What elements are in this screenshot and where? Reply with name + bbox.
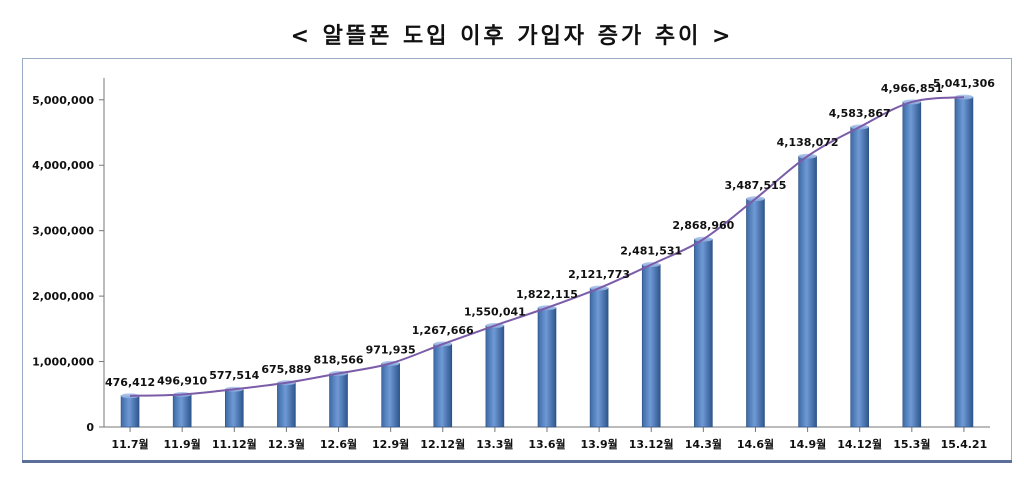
x-tick-label: 13.3월 [476,437,513,451]
data-label: 476,412 [105,376,155,389]
x-tick-label: 11.12월 [212,437,257,451]
bar [172,394,192,428]
data-label: 4,138,072 [777,136,839,149]
data-label: 5,041,306 [933,77,995,90]
data-label: 4,583,867 [829,107,891,120]
chart-frame-shadow [22,460,1012,463]
data-label: 496,910 [157,374,207,387]
bar [850,126,870,428]
x-tick-label: 12.9월 [372,437,409,451]
y-tick-label: 2,000,000 [32,290,94,303]
bar [694,238,713,428]
data-label: 3,487,515 [725,179,787,192]
bar [277,382,296,428]
data-label: 2,121,773 [568,268,630,281]
bar [589,287,609,428]
data-label: 1,550,041 [464,306,526,319]
data-label: 2,481,531 [620,245,682,258]
x-tick-label: 14.9월 [789,437,826,451]
bar [641,264,661,428]
x-tick-label: 13.6월 [528,437,565,451]
data-label: 971,935 [366,343,416,356]
x-tick-label: 15.4.21 [941,438,988,451]
bar [381,363,400,428]
trend-line [130,96,965,397]
data-labels-group: 476,412 496,910 577,514 675,889818,566971,9… [105,77,995,389]
axes: 0 1,000,000 2,000,000 3,000,000 4,000,000 5,0… [32,78,990,451]
x-tick-label: 13.9월 [580,437,617,451]
x-tick-label: 12.12월 [420,437,465,451]
x-tick-label: 13.12월 [629,437,674,451]
x-tick-label: 14.6월 [737,437,774,451]
trend-line-group [130,96,965,397]
bar [329,373,348,428]
bar [485,325,505,428]
data-label: 818,566 [313,353,363,366]
x-tick-label: 12.3월 [268,437,305,451]
x-tick-label: 11.7월 [111,437,148,451]
bar [120,395,140,428]
bar [537,307,557,428]
bar [433,343,453,428]
x-tick-label: 12.6월 [320,437,357,451]
y-tick-label: 4,000,000 [32,159,94,172]
y-tick-label: 5,000,000 [32,94,94,107]
data-label: 1,822,115 [516,288,578,301]
bars-group [120,94,974,428]
x-tick-label: 14.3월 [685,437,722,451]
bar [224,388,244,428]
data-label: 577,514 [209,369,259,382]
bar [798,155,817,428]
x-tick-label: 11.9월 [164,437,201,451]
bar [746,198,765,428]
y-tick-label: 1,000,000 [32,356,94,369]
x-tick-label: 14.12월 [837,437,882,451]
bar [954,96,974,428]
y-tick-label: 0 [86,421,94,434]
data-label: 2,868,960 [672,219,734,232]
data-label: 675,889 [261,363,311,376]
chart-title: < 알뜰폰 도입 이후 가입자 증가 추이 > [290,24,734,49]
data-label: 4,966,851 [881,82,943,95]
x-tick-label: 15.3월 [893,437,930,451]
bar [902,101,922,428]
y-tick-label: 3,000,000 [32,225,94,238]
data-label: 1,267,666 [412,324,474,337]
